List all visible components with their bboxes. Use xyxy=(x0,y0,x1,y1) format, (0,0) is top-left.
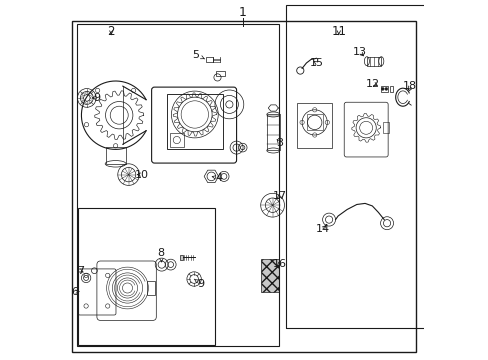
Text: 12: 12 xyxy=(366,78,380,89)
Text: 17: 17 xyxy=(272,191,286,201)
Bar xyxy=(366,57,381,66)
Text: 5: 5 xyxy=(192,50,204,60)
Text: 9: 9 xyxy=(194,279,203,289)
Bar xyxy=(266,114,279,150)
Text: 13: 13 xyxy=(352,47,366,57)
Bar xyxy=(167,94,223,149)
Bar xyxy=(169,133,183,147)
Text: 8: 8 xyxy=(157,248,164,262)
Text: 14: 14 xyxy=(315,224,329,234)
Bar xyxy=(261,259,279,292)
Text: 16: 16 xyxy=(272,258,286,269)
Text: 4: 4 xyxy=(212,173,223,183)
Text: 3: 3 xyxy=(276,138,283,148)
Text: 9: 9 xyxy=(92,93,100,103)
Bar xyxy=(285,5,488,328)
Circle shape xyxy=(384,87,387,90)
Text: 11: 11 xyxy=(331,25,346,38)
Bar xyxy=(297,103,331,148)
Bar xyxy=(78,208,215,345)
Bar xyxy=(383,122,388,133)
Bar xyxy=(306,114,322,130)
Text: 6: 6 xyxy=(71,287,79,297)
Bar xyxy=(105,147,126,164)
Text: 15: 15 xyxy=(309,58,323,68)
Text: 1: 1 xyxy=(238,6,246,19)
Bar xyxy=(77,24,278,346)
Text: 10: 10 xyxy=(135,170,148,180)
Circle shape xyxy=(381,87,384,90)
Bar xyxy=(205,57,213,62)
Text: 18: 18 xyxy=(402,81,416,91)
Bar xyxy=(380,86,387,92)
Bar xyxy=(147,281,155,295)
Text: 7: 7 xyxy=(77,266,84,276)
Bar xyxy=(179,255,182,260)
Bar xyxy=(389,86,392,92)
Text: 2: 2 xyxy=(107,25,115,38)
Bar xyxy=(215,71,224,76)
